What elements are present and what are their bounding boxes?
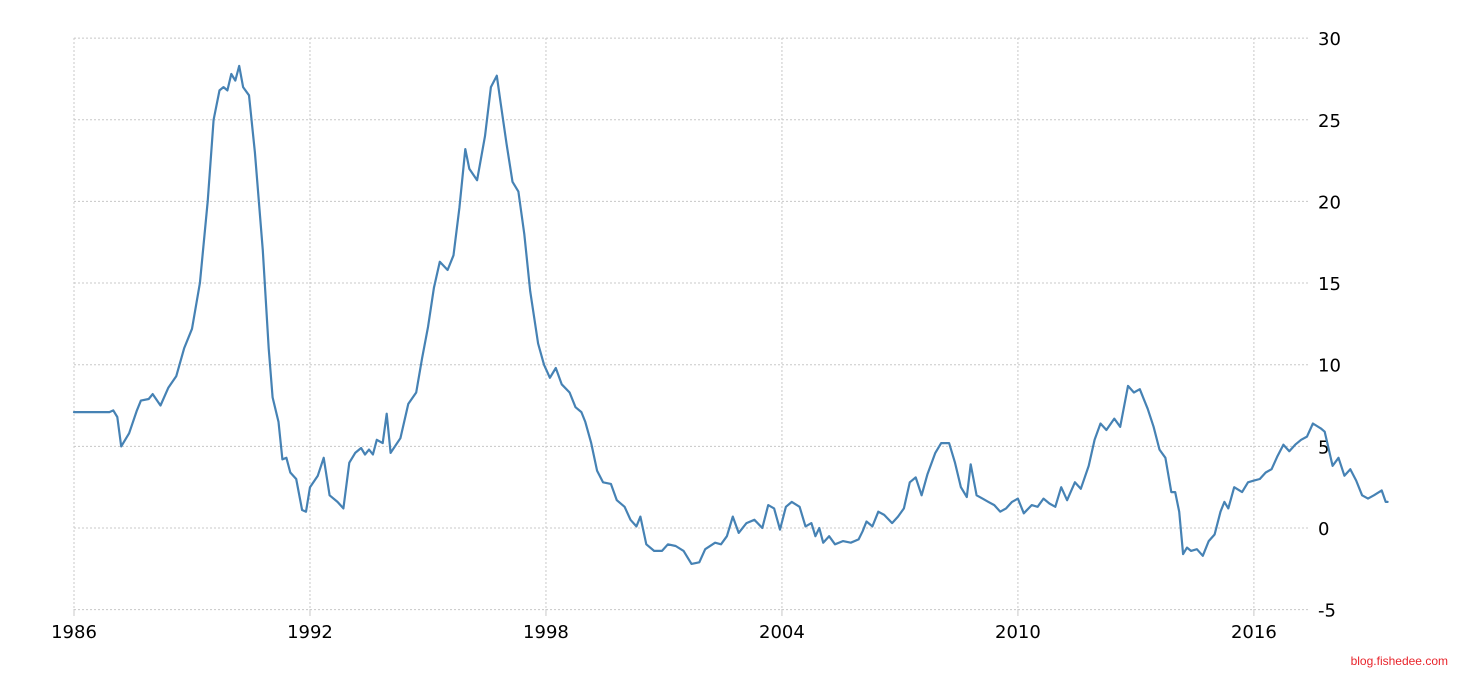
y-tick-label: 0 (1318, 519, 1329, 540)
y-tick-label: 10 (1318, 356, 1341, 377)
y-tick-label: 30 (1318, 29, 1341, 50)
y-axis-labels: 30 25 20 15 10 5 0 -5 (1318, 29, 1341, 622)
y-tick-label: 25 (1318, 111, 1341, 132)
y-tick-label: 20 (1318, 192, 1341, 213)
x-tick-label: 1992 (287, 622, 333, 643)
y-tick-label: 15 (1318, 274, 1341, 295)
x-tick-label: 2010 (995, 622, 1041, 643)
inflation-series-line (72, 64, 1389, 566)
y-tick-label: 5 (1318, 437, 1329, 458)
watermark: blog.fishedee.com (1350, 654, 1448, 668)
x-tick-label: 2016 (1231, 622, 1277, 643)
x-axis-labels: 1986 1992 1998 2004 2010 2016 (51, 622, 1277, 643)
x-tick-label: 1998 (523, 622, 569, 643)
x-tick-label: 1986 (51, 622, 97, 643)
grid-lines (73, 37, 1310, 616)
y-tick-label: -5 (1318, 601, 1336, 622)
x-tick-label: 2004 (759, 622, 805, 643)
